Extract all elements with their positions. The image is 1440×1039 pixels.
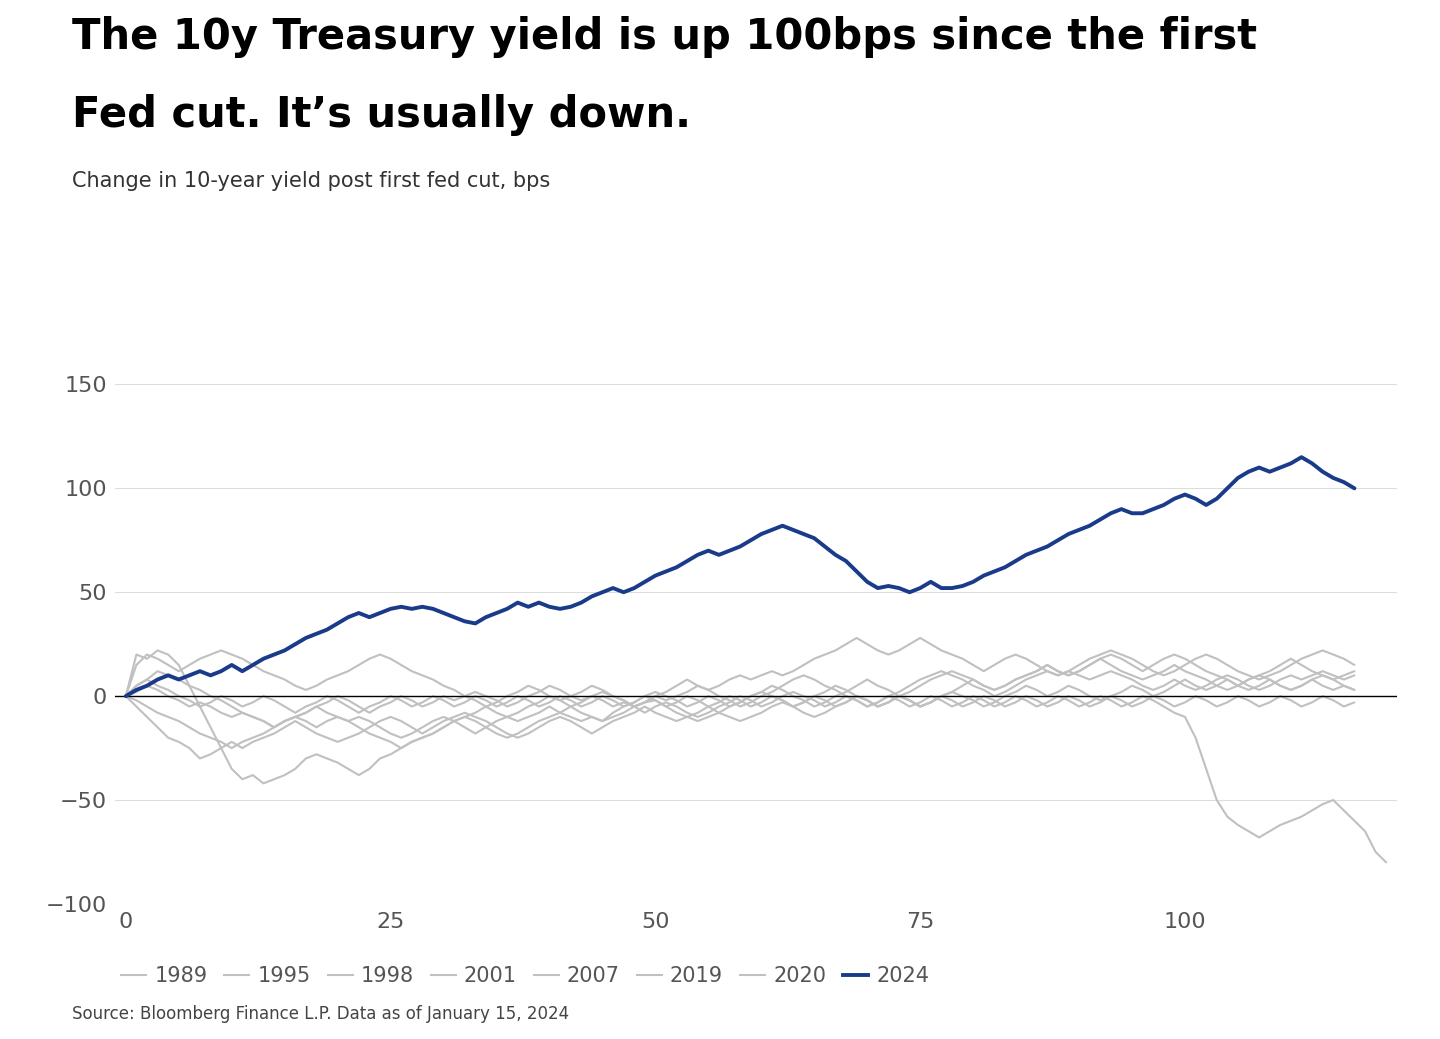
Text: Source: Bloomberg Finance L.P. Data as of January 15, 2024: Source: Bloomberg Finance L.P. Data as o… [72, 1006, 569, 1023]
Text: The 10y Treasury yield is up 100bps since the first: The 10y Treasury yield is up 100bps sinc… [72, 16, 1257, 57]
Legend: 1989, 1995, 1998, 2001, 2007, 2019, 2020, 2024: 1989, 1995, 1998, 2001, 2007, 2019, 2020… [112, 958, 937, 994]
Text: Change in 10-year yield post first fed cut, bps: Change in 10-year yield post first fed c… [72, 171, 550, 191]
Text: Fed cut. It’s usually down.: Fed cut. It’s usually down. [72, 94, 691, 135]
